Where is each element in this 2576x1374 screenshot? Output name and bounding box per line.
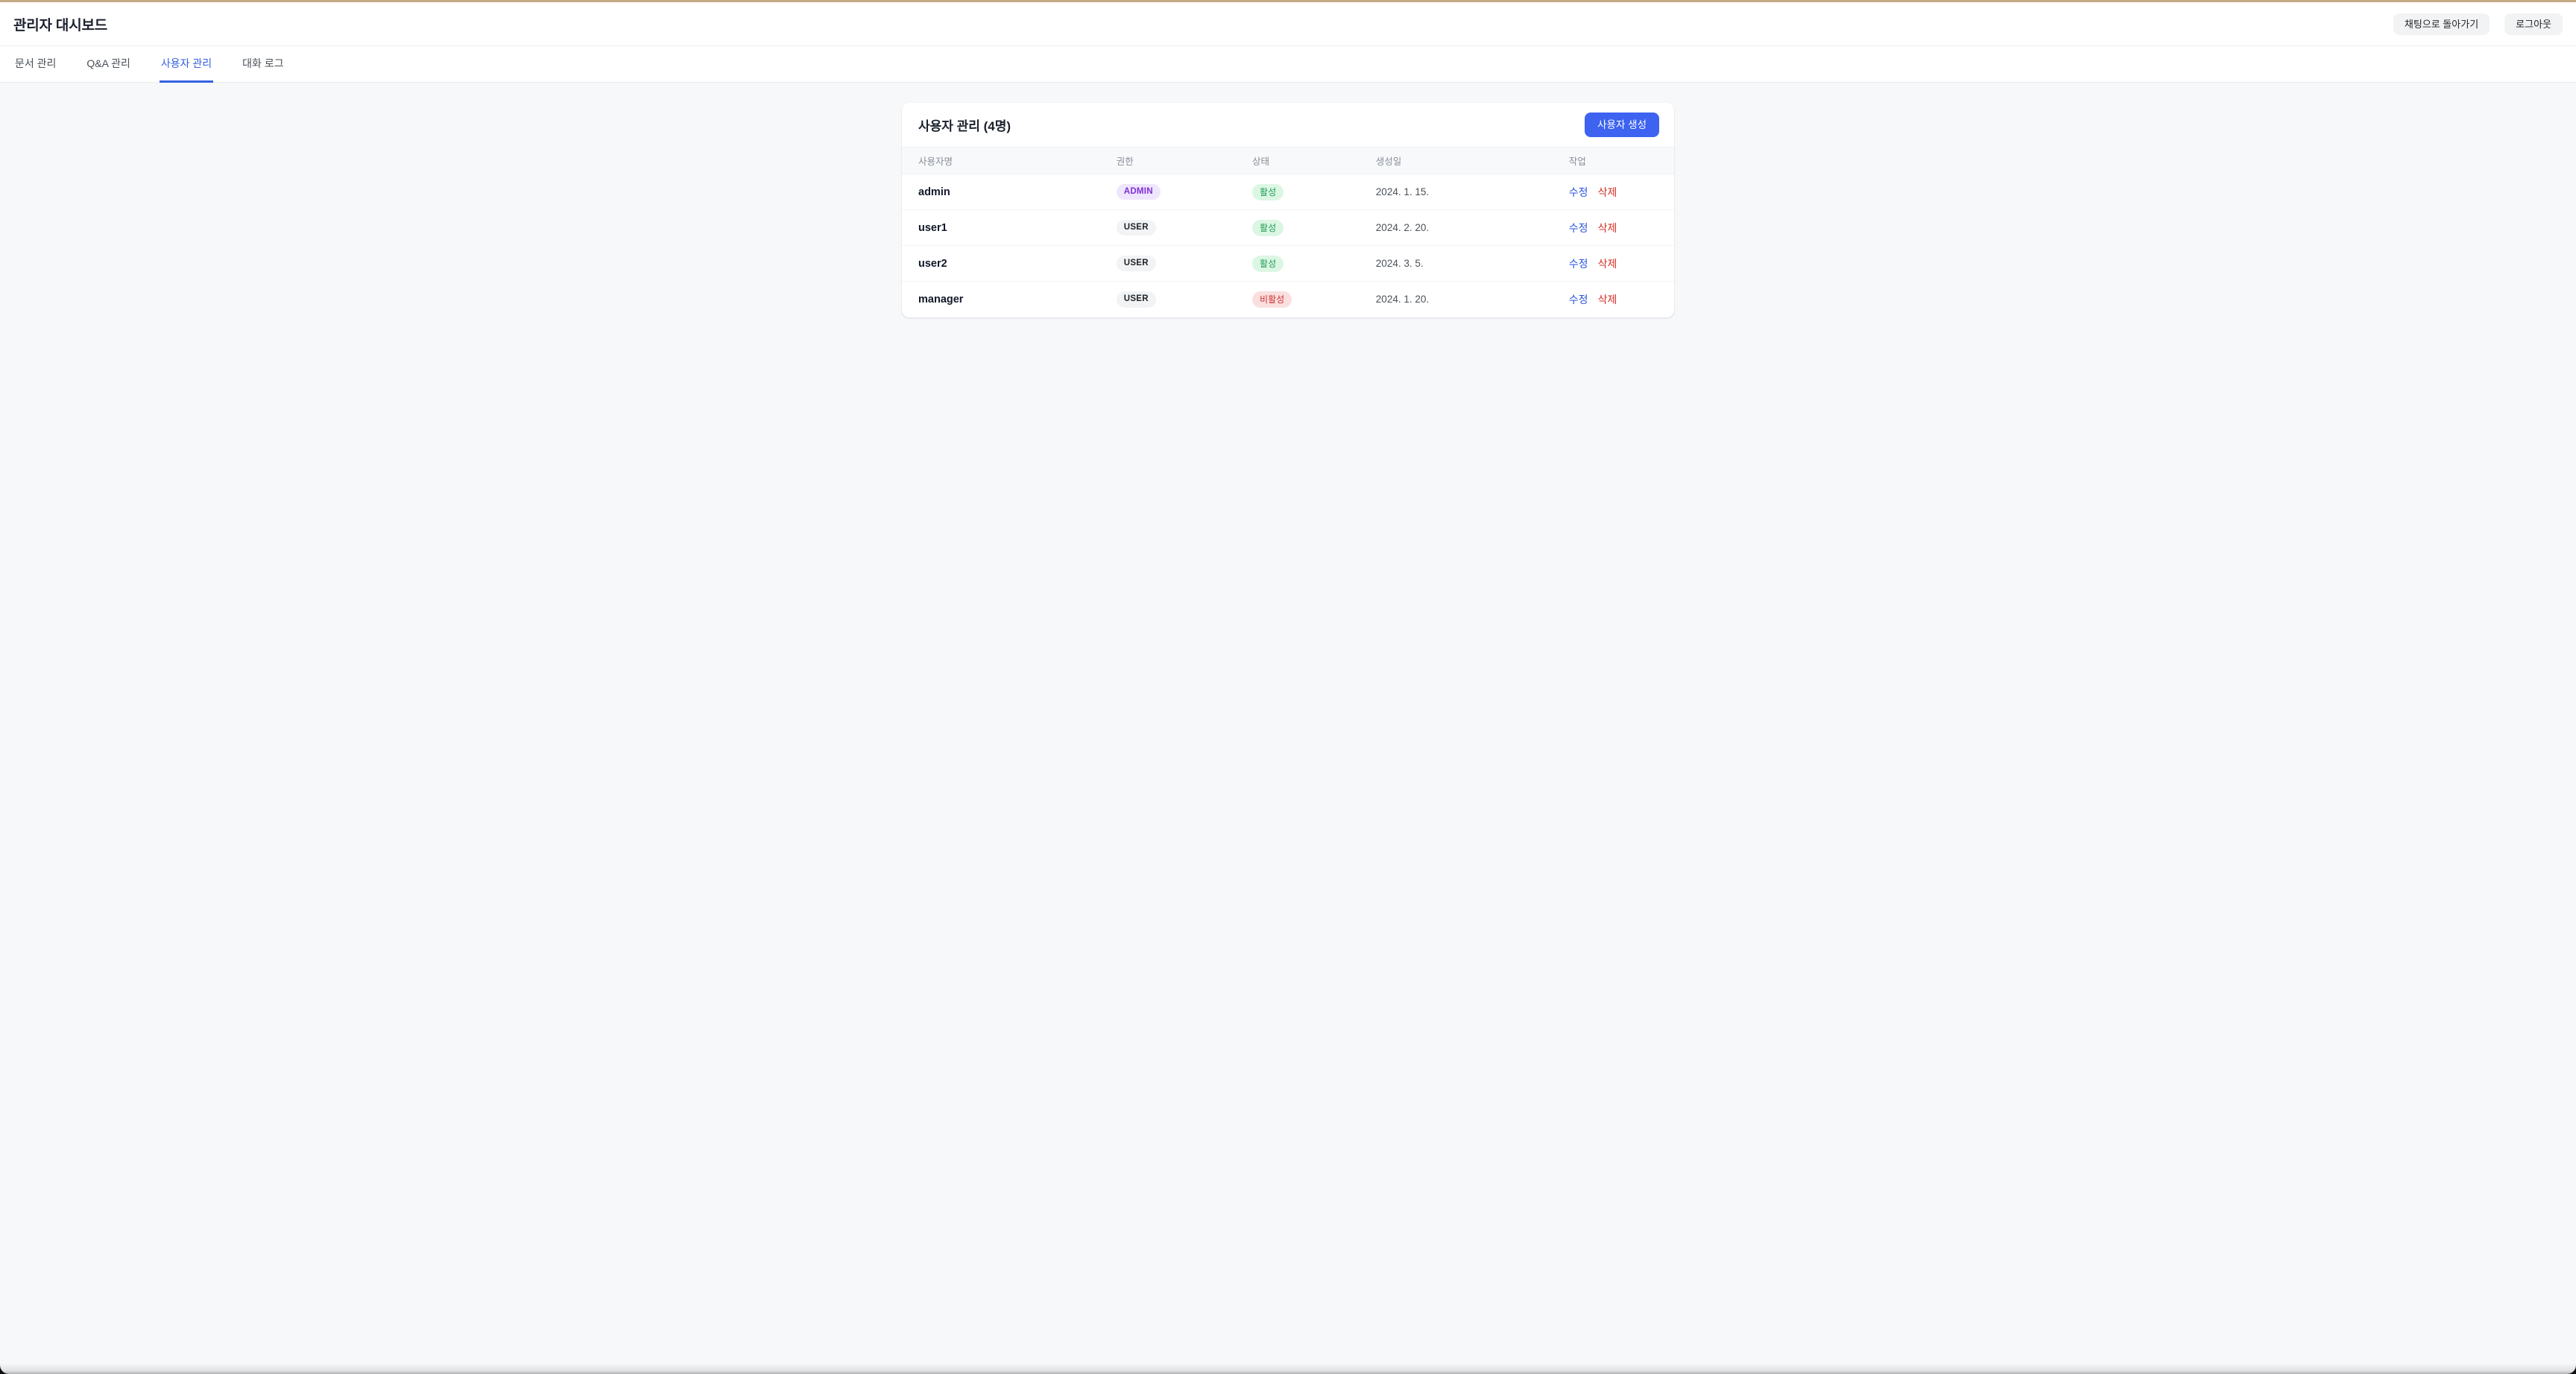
user-table: 사용자명 권한 상태 생성일 작업 admin ADMIN 활성 2024. 1…	[902, 147, 1674, 317]
table-row-manager: manager USER 비활성 2024. 1. 20. 수정 삭제	[902, 282, 1674, 317]
card-title: 사용자 관리 (4명)	[918, 119, 1011, 133]
created-date-cell: 2024. 3. 5.	[1375, 257, 1424, 269]
header-actions: 채팅으로 돌아가기 로그아웃	[2393, 13, 2563, 35]
created-date-cell: 2024. 1. 15.	[1375, 186, 1430, 197]
tab-qa-management[interactable]: Q&A 관리	[86, 57, 130, 69]
column-header-username: 사용자명	[918, 156, 953, 167]
tab-user-management[interactable]: 사용자 관리	[159, 46, 214, 83]
role-badge: ADMIN	[1116, 183, 1161, 200]
username-cell: admin	[918, 186, 950, 198]
status-badge: 비활성	[1252, 291, 1292, 308]
edit-link[interactable]: 수정	[1568, 221, 1588, 234]
delete-link[interactable]: 삭제	[1597, 293, 1617, 305]
role-badge: USER	[1116, 291, 1156, 308]
edit-link[interactable]: 수정	[1568, 257, 1588, 270]
user-management-card: 사용자 관리 (4명) 사용자 생성 사용자명 권한 상태 생성일 작업	[902, 103, 1674, 317]
delete-link[interactable]: 삭제	[1597, 221, 1617, 234]
page-title: 관리자 대시보드	[13, 17, 108, 34]
role-badge: USER	[1116, 219, 1156, 236]
column-header-created: 생성일	[1375, 156, 1402, 167]
status-badge: 활성	[1252, 219, 1284, 236]
column-header-actions: 작업	[1568, 156, 1586, 167]
table-row-admin: admin ADMIN 활성 2024. 1. 15. 수정 삭제	[902, 174, 1674, 210]
content-area: 사용자 관리 (4명) 사용자 생성 사용자명 권한 상태 생성일 작업	[0, 83, 2576, 1374]
tab-document-management[interactable]: 문서 관리	[15, 57, 57, 69]
status-badge: 활성	[1252, 183, 1284, 200]
delete-link[interactable]: 삭제	[1597, 186, 1617, 198]
edit-link[interactable]: 수정	[1568, 186, 1588, 198]
table-row-user1: user1 USER 활성 2024. 2. 20. 수정 삭제	[902, 210, 1674, 246]
table-header-row: 사용자명 권한 상태 생성일 작업	[902, 147, 1674, 174]
header: 관리자 대시보드 채팅으로 돌아가기 로그아웃	[0, 2, 2576, 46]
table-row-user2: user2 USER 활성 2024. 3. 5. 수정 삭제	[902, 246, 1674, 282]
column-header-role: 권한	[1116, 156, 1134, 167]
status-badge: 활성	[1252, 255, 1284, 272]
logout-button[interactable]: 로그아웃	[2504, 13, 2563, 35]
tab-bar: 문서 관리 Q&A 관리 사용자 관리 대화 로그	[0, 46, 2576, 83]
created-date-cell: 2024. 2. 20.	[1375, 221, 1430, 233]
role-badge: USER	[1116, 255, 1156, 272]
back-to-chat-button[interactable]: 채팅으로 돌아가기	[2393, 13, 2490, 35]
username-cell: user2	[918, 257, 947, 270]
window-top-accent-strip	[0, 0, 2576, 2]
delete-link[interactable]: 삭제	[1597, 257, 1617, 270]
column-header-status: 상태	[1252, 156, 1270, 167]
tab-conversation-log[interactable]: 대화 로그	[242, 57, 284, 69]
username-cell: user1	[918, 221, 947, 234]
edit-link[interactable]: 수정	[1568, 293, 1588, 305]
username-cell: manager	[918, 293, 964, 305]
create-user-button[interactable]: 사용자 생성	[1585, 112, 1659, 138]
created-date-cell: 2024. 1. 20.	[1375, 293, 1430, 305]
card-header: 사용자 관리 (4명) 사용자 생성	[902, 103, 1674, 147]
